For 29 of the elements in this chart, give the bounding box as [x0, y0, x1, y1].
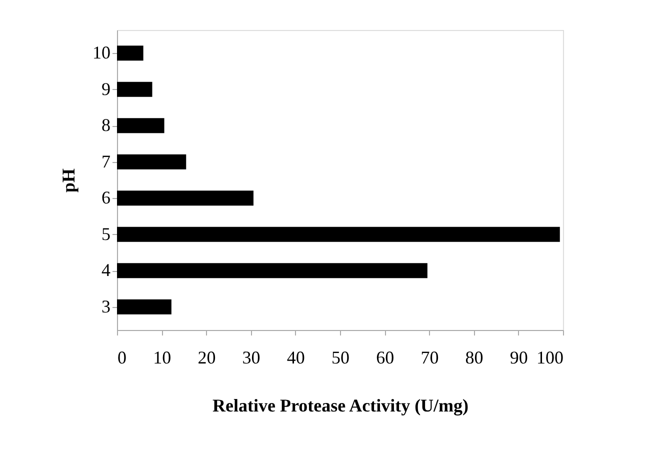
bar [117, 190, 254, 206]
y-tick-label: 3 [102, 296, 110, 316]
x-tick-label: 20 [198, 348, 216, 368]
y-tick-label: 5 [102, 224, 110, 244]
bar [117, 226, 560, 242]
x-tick-label: 70 [420, 348, 439, 368]
x-tick-label: 60 [376, 348, 394, 368]
y-tick-label: 9 [102, 78, 110, 99]
y-tick-label: 4 [102, 260, 110, 280]
x-tick-label: 0 [118, 348, 126, 368]
y-tick-label: 8 [102, 115, 110, 136]
y-axis-title: pH [58, 168, 78, 193]
bar [117, 154, 186, 170]
bar [117, 299, 172, 314]
x-axis-title: Relative Protease Activity (U/mg) [212, 396, 469, 416]
y-tick-label: 10 [92, 42, 110, 63]
x-tick-label: 10 [153, 348, 172, 368]
bar [117, 82, 152, 97]
x-tick-label: 50 [332, 348, 350, 368]
y-tick-label: 6 [102, 188, 110, 208]
x-tick-label: 80 [465, 348, 484, 368]
x-tick-label: 30 [242, 348, 260, 368]
bar [117, 118, 164, 134]
x-tick-label: 90 [510, 348, 528, 368]
x-tick-label: 100 [536, 348, 564, 368]
x-tick-label: 40 [286, 348, 305, 368]
bar [117, 263, 428, 278]
bar [117, 46, 144, 61]
y-tick-label: 7 [102, 151, 110, 172]
